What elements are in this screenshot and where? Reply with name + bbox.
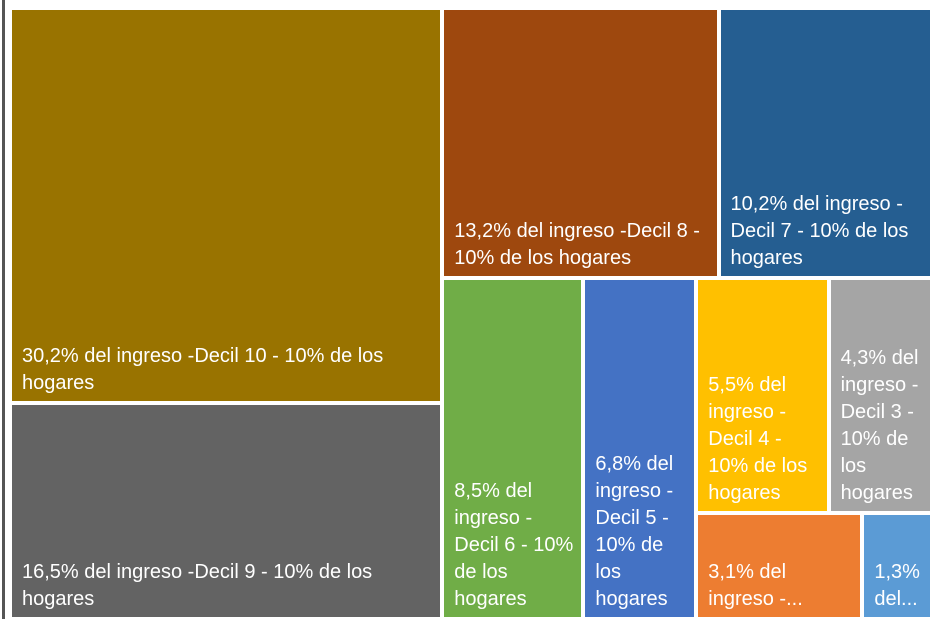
treemap-cell: 16,5% del ingreso -Decil 9 - 10% de los …: [10, 403, 443, 619]
treemap-cell: 4,3% del ingreso - Decil 3 - 10% de los …: [828, 278, 932, 514]
cell-label: 3,1% del ingreso -...: [708, 560, 803, 610]
treemap-cell: 30,2% del ingreso -Decil 10 - 10% de los…: [10, 8, 443, 404]
treemap: 30,2% del ingreso -Decil 10 - 10% de los…: [10, 8, 932, 619]
treemap-cell: 13,2% del ingreso -Decil 8 - 10% de los …: [442, 8, 719, 279]
cell-label: 5,5% del ingreso - Decil 4 - 10% de los …: [708, 374, 808, 505]
cell-label: 6,8% del ingreso - Decil 5 - 10% de los …: [595, 452, 674, 610]
cell-label: 8,5% del ingreso - Decil 6 - 10% de los …: [454, 479, 574, 610]
treemap-cell: 8,5% del ingreso - Decil 6 - 10% de los …: [442, 278, 584, 619]
left-edge: [2, 0, 5, 619]
cell-label: 4,3% del ingreso - Decil 3 - 10% de los …: [840, 347, 919, 505]
cell-label: 10,2% del ingreso - Decil 7 - 10% de los…: [730, 193, 909, 270]
treemap-cell: 6,8% del ingreso - Decil 5 - 10% de los …: [583, 278, 697, 619]
cell-label: 30,2% del ingreso -Decil 10 - 10% de los…: [22, 345, 384, 395]
treemap-cell: 1,3% del...: [862, 513, 932, 619]
treemap-cell: 3,1% del ingreso -...: [696, 513, 863, 619]
cell-label: 13,2% del ingreso -Decil 8 - 10% de los …: [454, 220, 700, 270]
cell-label: 1,3% del...: [874, 560, 920, 610]
cell-label: 16,5% del ingreso -Decil 9 - 10% de los …: [22, 560, 373, 610]
treemap-cell: 10,2% del ingreso - Decil 7 - 10% de los…: [718, 8, 932, 279]
treemap-cell: 5,5% del ingreso - Decil 4 - 10% de los …: [696, 278, 829, 514]
